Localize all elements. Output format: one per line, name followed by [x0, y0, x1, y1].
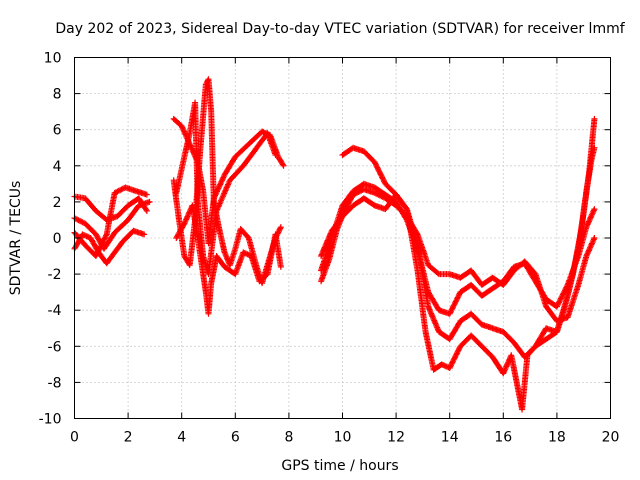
- y-tick-label: -2: [48, 267, 62, 283]
- series-markers: [318, 115, 598, 413]
- y-tick-label: 6: [53, 123, 62, 139]
- x-tick-label: 8: [284, 430, 293, 446]
- x-tick-label: 12: [387, 430, 405, 446]
- y-tick-label: -10: [39, 412, 62, 428]
- x-tick-label: 4: [177, 430, 186, 446]
- x-tick-label: 6: [231, 430, 240, 446]
- series-track-12: [318, 115, 598, 413]
- y-tick-label: -6: [48, 339, 62, 355]
- grid: [74, 57, 611, 419]
- axis-ticks: 0 2 4 6 8 10 12 14 16 18 20 -10 -8 -6 -4 -2 0 2 4 6 8 10: [39, 51, 620, 446]
- y-tick-label: -8: [48, 375, 62, 391]
- series-markers: [71, 227, 148, 267]
- y-axis-label: SDTVAR / TECUs: [8, 181, 24, 296]
- y-tick-label: 4: [53, 159, 62, 175]
- y-tick-label: 8: [53, 87, 62, 103]
- x-tick-label: 16: [494, 430, 512, 446]
- y-tick-label: 2: [53, 195, 62, 211]
- x-tick-label: 2: [124, 430, 133, 446]
- x-axis-label: GPS time / hours: [281, 458, 398, 474]
- x-tick-label: 14: [441, 430, 459, 446]
- series-markers: [173, 202, 284, 317]
- x-tick-label: 20: [602, 430, 620, 446]
- series-track-3: [71, 227, 148, 267]
- series-track-8: [173, 202, 284, 317]
- x-tick-label: 18: [548, 430, 566, 446]
- y-tick-label: 10: [44, 51, 62, 67]
- x-tick-label: 10: [334, 430, 352, 446]
- data-points: [71, 76, 598, 413]
- y-tick-label: 0: [53, 231, 62, 247]
- x-tick-label: 0: [70, 430, 79, 446]
- chart-title: Day 202 of 2023, Sidereal Day-to-day VTE…: [55, 21, 625, 37]
- y-tick-label: -4: [48, 303, 62, 319]
